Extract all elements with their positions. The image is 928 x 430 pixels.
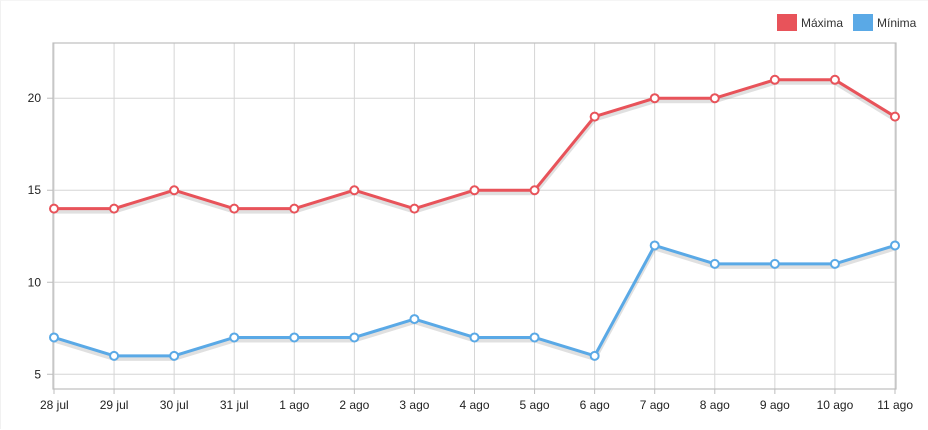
series-minima-point[interactable]: [769, 258, 780, 269]
series-minima-point[interactable]: [169, 350, 180, 361]
y-tick-label: 10: [28, 275, 42, 289]
series-maxima-point[interactable]: [289, 203, 300, 214]
x-tick-label: 8 ago: [700, 398, 730, 412]
series-maxima-point[interactable]: [709, 93, 720, 104]
x-tick-label: 3 ago: [399, 398, 429, 412]
series-minima-point[interactable]: [649, 240, 660, 251]
series-minima-point[interactable]: [890, 240, 900, 251]
series-maxima-point[interactable]: [529, 185, 540, 196]
series-maxima-point[interactable]: [169, 185, 180, 196]
series-minima-point[interactable]: [49, 332, 59, 343]
legend-label-minima[interactable]: Mínima: [877, 16, 917, 30]
series-maxima-point[interactable]: [109, 203, 120, 214]
x-tick-label: 28 jul: [40, 398, 69, 412]
legend-label-maxima[interactable]: Máxima: [801, 16, 843, 30]
series-maxima-point[interactable]: [229, 203, 240, 214]
x-tick-label: 9 ago: [760, 398, 790, 412]
series-maxima-point[interactable]: [649, 93, 660, 104]
series-maxima-point[interactable]: [469, 185, 480, 196]
series-maxima-point[interactable]: [829, 74, 840, 85]
x-tick-label: 31 jul: [220, 398, 249, 412]
series-minima-point[interactable]: [289, 332, 300, 343]
y-tick-label: 20: [28, 91, 42, 105]
legend-swatch-maxima[interactable]: [777, 14, 797, 31]
series-minima-point[interactable]: [349, 332, 360, 343]
series-minima-point[interactable]: [469, 332, 480, 343]
series-maxima-point[interactable]: [769, 74, 780, 85]
y-tick-label: 5: [34, 367, 41, 381]
series-minima-point[interactable]: [229, 332, 240, 343]
axes-layer: 5 10 15 20 28 jul 29 jul 30 jul 31 jul 1 ago 2 ag…: [28, 42, 913, 412]
series-minima-point[interactable]: [829, 258, 840, 269]
x-tick-label: 2 ago: [339, 398, 369, 412]
legend-swatch-minima[interactable]: [853, 14, 873, 31]
x-tick-label: 30 jul: [160, 398, 189, 412]
series-minima-point[interactable]: [529, 332, 540, 343]
series-minima-point[interactable]: [589, 350, 600, 361]
series-maxima-point[interactable]: [890, 111, 900, 122]
x-tick-label: 4 ago: [459, 398, 489, 412]
y-tick-label: 15: [28, 183, 42, 197]
series-maxima-point[interactable]: [589, 111, 600, 122]
x-tick-label: 10 ago: [817, 398, 854, 412]
series-minima-point[interactable]: [109, 350, 120, 361]
series-layer: [49, 74, 900, 361]
series-maxima-point[interactable]: [349, 185, 360, 196]
legend[interactable]: Máxima Mínima: [777, 14, 917, 31]
x-tick-label: 29 jul: [100, 398, 129, 412]
x-tick-label: 5 ago: [520, 398, 550, 412]
series-maxima-point[interactable]: [409, 203, 420, 214]
x-tick-label: 1 ago: [279, 398, 309, 412]
x-tick-label: 6 ago: [580, 398, 610, 412]
x-tick-label: 11 ago: [877, 398, 913, 412]
series-minima-point[interactable]: [409, 314, 420, 325]
x-tick-label: 7 ago: [640, 398, 670, 412]
series-minima-point[interactable]: [709, 258, 720, 269]
series-maxima-point[interactable]: [49, 203, 59, 214]
